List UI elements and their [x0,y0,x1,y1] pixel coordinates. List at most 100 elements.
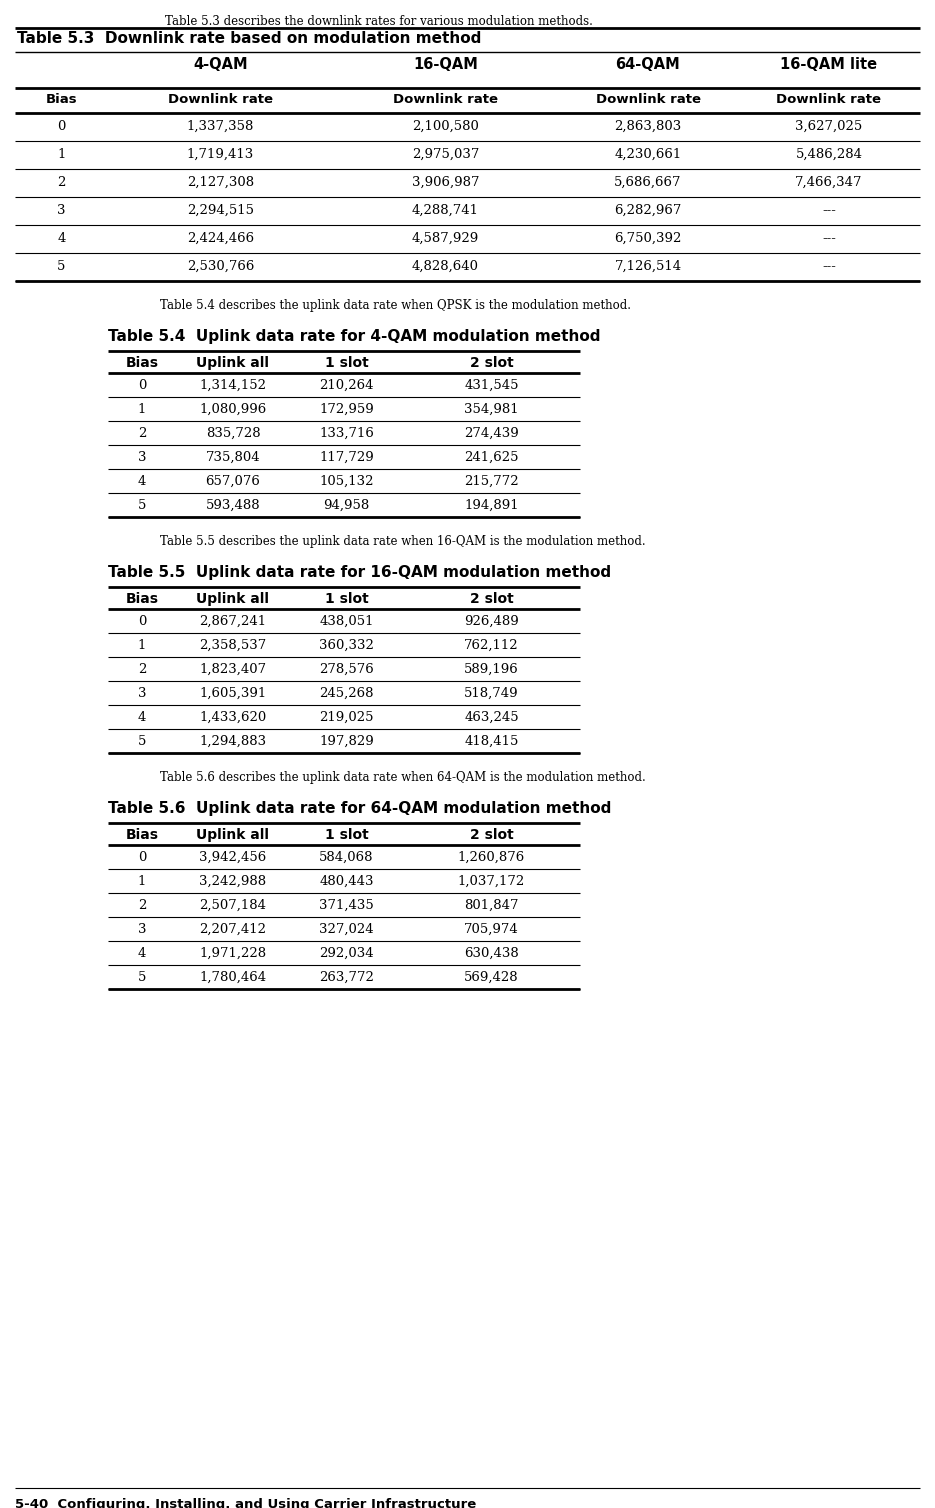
Text: 1,314,152: 1,314,152 [199,379,266,392]
Text: 2,507,184: 2,507,184 [199,899,266,912]
Text: 4: 4 [137,710,146,724]
Text: 1,433,620: 1,433,620 [199,710,266,724]
Text: 4: 4 [137,947,146,961]
Text: 1,337,358: 1,337,358 [187,121,254,133]
Text: 2: 2 [137,899,146,912]
Text: 801,847: 801,847 [465,899,519,912]
Text: 16-QAM: 16-QAM [413,57,478,72]
Text: 2,207,412: 2,207,412 [199,923,266,936]
Text: 2,975,037: 2,975,037 [411,148,480,161]
Text: 1: 1 [137,639,146,651]
Text: Table 5.6 describes the uplink data rate when 64-QAM is the modulation method.: Table 5.6 describes the uplink data rate… [160,771,646,784]
Text: 0: 0 [137,851,146,864]
Text: Table 5.5  Uplink data rate for 16-QAM modulation method: Table 5.5 Uplink data rate for 16-QAM mo… [108,566,611,581]
Text: 354,981: 354,981 [464,403,519,416]
Text: 4,288,741: 4,288,741 [412,204,479,217]
Text: 2,867,241: 2,867,241 [199,615,266,627]
Text: 735,804: 735,804 [206,451,260,464]
Text: 3: 3 [137,451,146,464]
Text: Bias: Bias [46,93,78,106]
Text: Table 5.3  Downlink rate based on modulation method: Table 5.3 Downlink rate based on modulat… [17,32,482,47]
Text: 926,489: 926,489 [464,615,519,627]
Text: 7,466,347: 7,466,347 [796,176,863,188]
Text: 3: 3 [137,688,146,700]
Text: 1,823,407: 1,823,407 [199,664,266,676]
Text: 5: 5 [57,259,65,273]
Text: Table 5.6  Uplink data rate for 64-QAM modulation method: Table 5.6 Uplink data rate for 64-QAM mo… [108,801,611,816]
Text: 1,260,876: 1,260,876 [458,851,525,864]
Text: Downlink rate: Downlink rate [393,93,498,106]
Text: 1: 1 [57,148,65,161]
Text: 657,076: 657,076 [206,475,261,489]
Text: 1 slot: 1 slot [324,356,368,369]
Text: 7,126,514: 7,126,514 [614,259,682,273]
Text: 3,906,987: 3,906,987 [411,176,480,188]
Text: 3,627,025: 3,627,025 [796,121,863,133]
Text: 245,268: 245,268 [319,688,374,700]
Text: 2: 2 [137,427,146,440]
Text: 705,974: 705,974 [464,923,519,936]
Text: 278,576: 278,576 [319,664,374,676]
Text: 5,486,284: 5,486,284 [796,148,862,161]
Text: 4,828,640: 4,828,640 [412,259,479,273]
Text: 2 slot: 2 slot [469,593,513,606]
Text: Downlink rate: Downlink rate [776,93,882,106]
Text: Bias: Bias [125,593,159,606]
Text: Table 5.4 describes the uplink data rate when QPSK is the modulation method.: Table 5.4 describes the uplink data rate… [160,299,631,312]
Text: Downlink rate: Downlink rate [168,93,273,106]
Text: 762,112: 762,112 [464,639,519,651]
Text: 1: 1 [137,403,146,416]
Text: 2: 2 [137,664,146,676]
Text: 1,719,413: 1,719,413 [187,148,254,161]
Text: 105,132: 105,132 [319,475,374,489]
Text: 2: 2 [57,176,65,188]
Text: 360,332: 360,332 [319,639,374,651]
Text: 3: 3 [57,204,65,217]
Text: 3,942,456: 3,942,456 [199,851,266,864]
Text: 94,958: 94,958 [324,499,369,513]
Text: 1 slot: 1 slot [324,828,368,841]
Text: 1: 1 [137,875,146,888]
Text: 1,080,996: 1,080,996 [199,403,266,416]
Text: 593,488: 593,488 [206,499,260,513]
Text: ---: --- [822,259,836,273]
Text: 6,750,392: 6,750,392 [614,232,682,244]
Text: Uplink all: Uplink all [196,828,269,841]
Text: 480,443: 480,443 [319,875,374,888]
Text: 117,729: 117,729 [319,451,374,464]
Text: 263,772: 263,772 [319,971,374,985]
Text: 274,439: 274,439 [464,427,519,440]
Text: 518,749: 518,749 [464,688,519,700]
Text: 1,294,883: 1,294,883 [199,734,266,748]
Text: 6,282,967: 6,282,967 [614,204,682,217]
Text: 1,971,228: 1,971,228 [199,947,266,961]
Text: 194,891: 194,891 [464,499,519,513]
Text: 5: 5 [137,499,146,513]
Text: 2,100,580: 2,100,580 [412,121,479,133]
Text: 5: 5 [137,971,146,985]
Text: 569,428: 569,428 [464,971,519,985]
Text: 64-QAM: 64-QAM [615,57,681,72]
Text: 371,435: 371,435 [319,899,374,912]
Text: 589,196: 589,196 [464,664,519,676]
Text: ---: --- [822,232,836,244]
Text: 463,245: 463,245 [464,710,519,724]
Text: 4: 4 [57,232,65,244]
Text: 3,242,988: 3,242,988 [199,875,266,888]
Text: 0: 0 [137,615,146,627]
Text: 584,068: 584,068 [319,851,374,864]
Text: 1,037,172: 1,037,172 [458,875,525,888]
Text: 4: 4 [137,475,146,489]
Text: 1 slot: 1 slot [324,593,368,606]
Text: 0: 0 [137,379,146,392]
Text: 431,545: 431,545 [465,379,519,392]
Text: 219,025: 219,025 [319,710,374,724]
Text: 4,230,661: 4,230,661 [614,148,682,161]
Text: 327,024: 327,024 [319,923,374,936]
Text: 2,424,466: 2,424,466 [187,232,254,244]
Text: 2,127,308: 2,127,308 [187,176,254,188]
Text: 5: 5 [137,734,146,748]
Text: 2,294,515: 2,294,515 [187,204,254,217]
Text: Bias: Bias [125,828,159,841]
Text: 2,863,803: 2,863,803 [614,121,682,133]
